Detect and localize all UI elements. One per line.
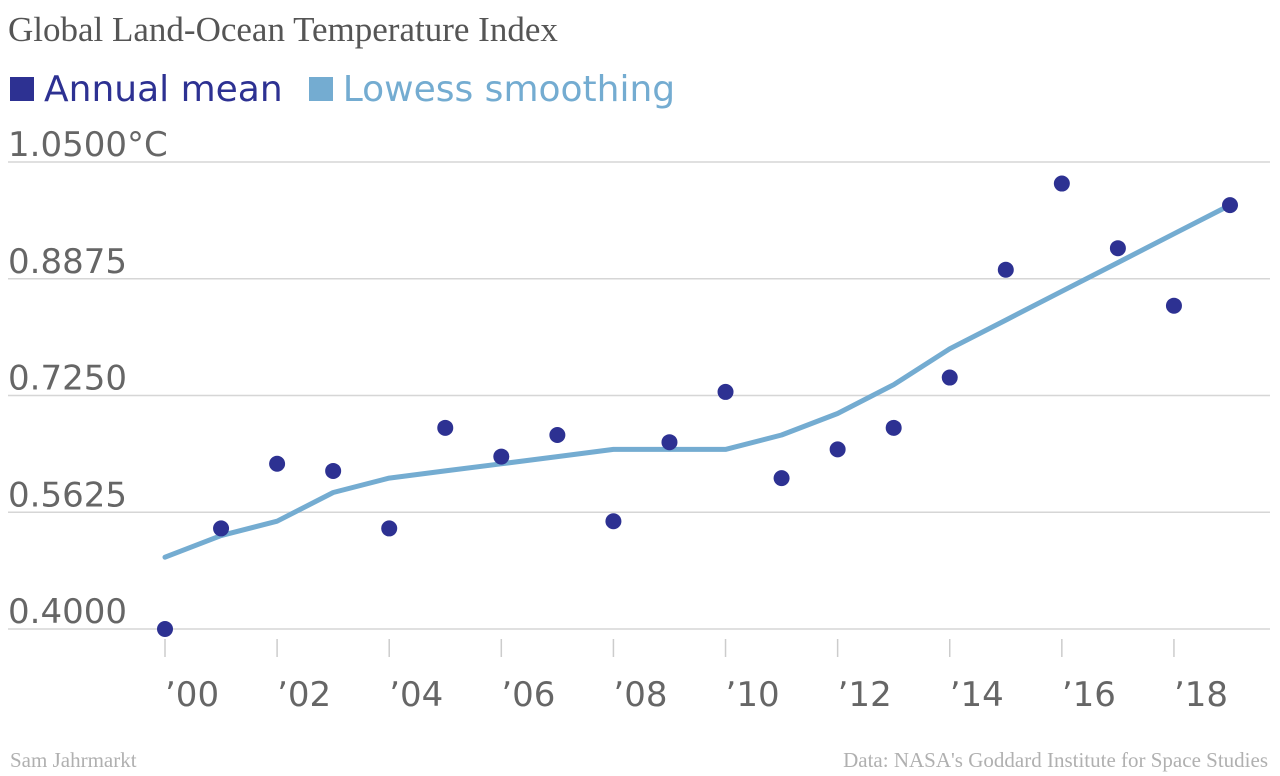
annual-mean-point — [1222, 197, 1238, 214]
legend-item-lowess-smoothing[interactable]: Lowess smoothing — [308, 68, 676, 110]
y-tick-label: 0.7250 — [8, 359, 127, 399]
footer-source: Data: NASA's Goddard Institute for Space… — [843, 748, 1268, 772]
annual-mean-point — [829, 441, 846, 458]
footer-author: Sam Jahrmarkt — [10, 748, 137, 772]
annual-mean-point — [773, 470, 790, 487]
legend-label-lowess-smoothing: Lowess smoothing — [342, 68, 676, 110]
annual-mean-point — [269, 455, 286, 472]
annual-mean-point — [325, 462, 342, 479]
y-tick-label: 0.4000 — [8, 592, 127, 632]
x-tick-label: ’14 — [950, 675, 1004, 715]
annual-mean-point — [941, 369, 958, 386]
annual-mean-point — [493, 448, 510, 465]
annual-mean-swatch — [10, 77, 34, 101]
x-tick-label: ’02 — [277, 675, 331, 715]
legend: Annual mean Lowess smoothing — [10, 66, 701, 112]
annual-mean-point — [997, 261, 1014, 278]
x-tick-label: ’00 — [165, 675, 219, 715]
legend-label-annual-mean: Annual mean — [44, 68, 283, 110]
legend-item-annual-mean[interactable]: Annual mean — [10, 69, 283, 110]
annual-mean-point — [157, 621, 173, 637]
x-tick-label: ’10 — [726, 675, 780, 715]
annual-mean-point — [549, 427, 566, 444]
y-tick-label: 1.0500°C — [8, 125, 168, 165]
annual-mean-point — [885, 419, 902, 436]
annual-mean-point — [1109, 240, 1126, 257]
lowess-smoothing-line — [162, 202, 1233, 560]
x-tick-label: ’18 — [1174, 675, 1228, 715]
annual-mean-point — [1053, 175, 1070, 192]
annual-mean-point — [661, 434, 678, 451]
x-tick-label: ’12 — [838, 675, 892, 715]
chart-title: Global Land-Ocean Temperature Index — [8, 10, 558, 49]
y-tick-label: 0.8875 — [8, 242, 127, 282]
y-tick-label: 0.5625 — [8, 475, 127, 515]
lowess-smoothing-swatch — [308, 77, 333, 101]
x-tick-label: ’08 — [613, 675, 667, 715]
annual-mean-point — [437, 419, 454, 436]
x-tick-label: ’04 — [389, 675, 443, 715]
x-tick-label: ’06 — [501, 675, 555, 715]
annual-mean-point — [605, 513, 622, 530]
annual-mean-point — [1165, 297, 1182, 314]
annual-mean-point — [213, 520, 230, 537]
x-tick-label: ’16 — [1062, 675, 1116, 715]
annual-mean-point — [381, 520, 398, 537]
annual-mean-point — [717, 383, 734, 400]
